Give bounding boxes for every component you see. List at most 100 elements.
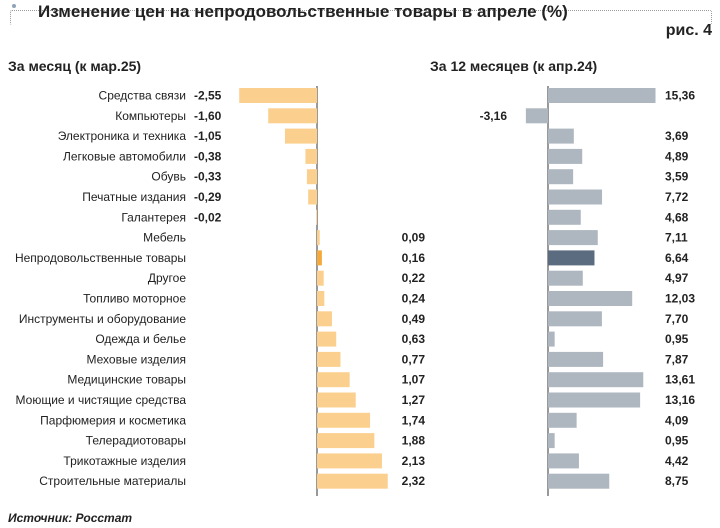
right-bar (525, 108, 548, 124)
left-value-label: 1,07 (402, 373, 426, 387)
right-bar (548, 230, 598, 246)
left-value-label: 0,22 (402, 271, 426, 285)
left-bar (317, 250, 322, 266)
right-value-label: 7,72 (665, 190, 689, 204)
right-bar (548, 291, 633, 306)
left-value-label: -0,38 (194, 149, 222, 163)
right-value-label: 3,69 (665, 129, 689, 143)
right-bar (548, 169, 574, 185)
left-category-label: Галантерея (121, 210, 186, 224)
left-category-label: Строительные материалы (39, 474, 186, 488)
right-bar (548, 392, 641, 408)
left-category-label: Другое (148, 271, 186, 285)
left-bar (305, 148, 317, 164)
left-category-label: Легковые автомобили (63, 149, 186, 163)
left-value-label: -2,55 (194, 89, 222, 103)
left-value-label: -0,02 (194, 210, 222, 224)
left-value-label: 1,88 (402, 434, 426, 448)
left-value-label: 0,09 (402, 231, 426, 245)
figure-label: рис. 4 (665, 22, 712, 39)
left-bar (317, 331, 337, 347)
left-bar (317, 473, 388, 489)
left-category-label: Компьютеры (115, 109, 186, 123)
right-bar (548, 209, 581, 225)
right-value-label: 4,09 (665, 413, 689, 427)
right-bar (548, 270, 583, 286)
right-value-label: 15,36 (665, 89, 695, 103)
left-value-label: 0,49 (402, 312, 426, 326)
left-value-label: -0,33 (194, 170, 222, 184)
right-value-label: 8,75 (665, 474, 689, 488)
left-category-label: Печатные издания (82, 190, 186, 204)
left-value-label: -1,60 (194, 109, 222, 123)
left-value-label: 1,27 (402, 393, 426, 407)
header-dot-icon (12, 4, 16, 8)
left-value-label: 0,77 (402, 352, 426, 366)
right-bar (548, 453, 579, 469)
right-value-label: 4,42 (665, 454, 689, 468)
left-chart-title: За месяц (к мар.25) (8, 58, 142, 74)
right-bar (548, 250, 595, 266)
source-note: Источник: Росстат (8, 511, 133, 525)
right-value-label: 3,59 (665, 170, 689, 184)
right-value-label: 7,11 (665, 231, 688, 245)
left-value-label: -1,05 (194, 129, 222, 143)
left-category-label: Мебель (143, 231, 186, 245)
right-bar (548, 128, 574, 144)
left-bar (317, 351, 341, 367)
left-category-label: Электроника и техника (58, 129, 187, 143)
left-category-label: Инструменты и оборудование (19, 312, 186, 326)
left-value-label: 2,13 (402, 454, 426, 468)
left-bar (317, 392, 356, 408)
left-bar (317, 311, 332, 327)
left-value-label: 2,32 (402, 474, 426, 488)
right-value-label: 13,16 (665, 393, 695, 407)
right-value-label: -3,16 (480, 109, 508, 123)
left-category-label: Топливо моторное (83, 292, 186, 306)
left-category-label: Средства связи (99, 89, 186, 103)
right-bar (548, 311, 602, 327)
right-bar (548, 189, 603, 205)
right-bar (548, 412, 577, 428)
page-title: Изменение цен на непродовольственные тов… (38, 2, 568, 21)
left-value-label: -0,29 (194, 190, 222, 204)
left-category-label: Одежда и белье (95, 332, 186, 346)
right-bar (548, 88, 656, 103)
right-value-label: 6,64 (665, 251, 689, 265)
left-value-label: 0,16 (402, 251, 426, 265)
left-bar (308, 189, 317, 205)
left-category-label: Моющие и чистящие средства (16, 393, 187, 407)
left-value-label: 0,24 (402, 292, 426, 306)
left-category-label: Меховые изделия (86, 352, 186, 366)
left-bar (317, 372, 350, 388)
left-bar (317, 270, 324, 286)
right-bar (548, 331, 555, 347)
right-value-label: 0,95 (665, 434, 689, 448)
right-bar (548, 433, 555, 449)
right-value-label: 13,61 (665, 373, 695, 387)
left-bar (317, 230, 320, 246)
left-category-label: Непродовольственные товары (15, 251, 186, 265)
left-bar (317, 453, 382, 469)
right-value-label: 0,95 (665, 332, 689, 346)
left-bar (268, 108, 317, 124)
right-value-label: 4,89 (665, 149, 689, 163)
right-bar (548, 148, 583, 164)
left-category-label: Парфюмерия и косметика (40, 413, 186, 427)
right-value-label: 7,70 (665, 312, 689, 326)
left-bar (317, 433, 375, 449)
left-bar (317, 412, 371, 428)
right-value-label: 7,87 (665, 352, 689, 366)
right-bar (548, 372, 644, 388)
left-category-label: Медицинские товары (67, 373, 186, 387)
right-bar (548, 351, 604, 367)
left-bar (306, 169, 317, 185)
left-bar (239, 88, 317, 103)
right-value-label: 4,97 (665, 271, 689, 285)
left-category-label: Трикотажные изделия (63, 454, 186, 468)
right-chart-title: За 12 месяцев (к апр.24) (430, 58, 598, 74)
left-bar (317, 291, 325, 306)
left-bar (316, 209, 317, 225)
left-category-label: Телерадиотовары (86, 434, 186, 448)
